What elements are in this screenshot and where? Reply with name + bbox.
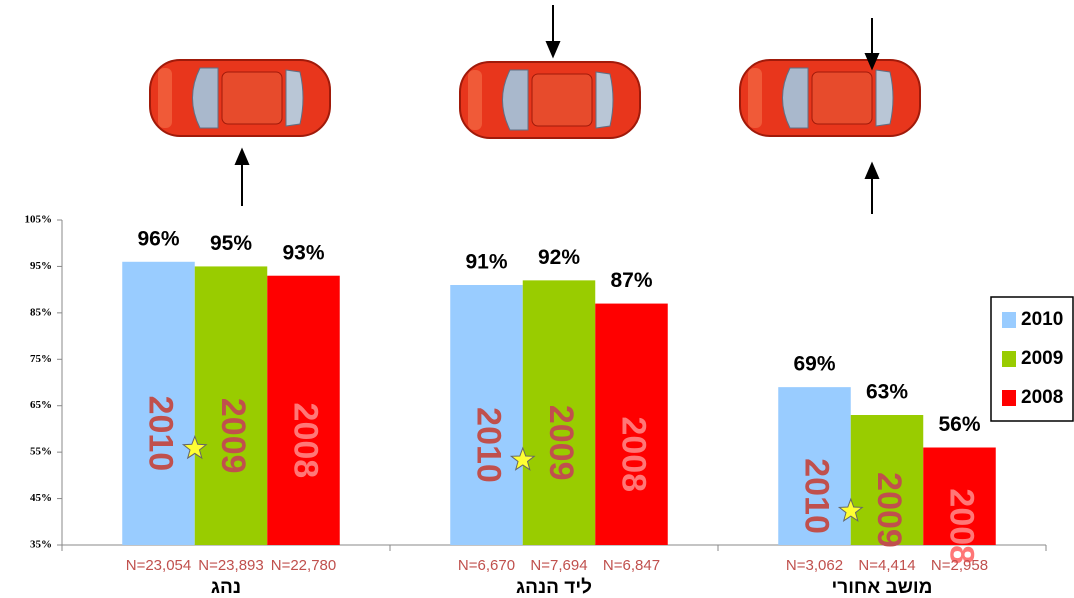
bar-series-label: 2010: [470, 407, 508, 483]
bar: [778, 387, 851, 545]
bar: [122, 261, 195, 545]
x-tick-label: ליד הנהג: [516, 577, 592, 598]
legend-swatch: [1002, 351, 1016, 367]
y-tick-label: 85%: [30, 306, 52, 318]
n-label: N=7,694: [530, 557, 587, 574]
bar-series-label: 2009: [214, 398, 252, 474]
y-tick-label: 45%: [30, 492, 52, 504]
y-tick-label: 65%: [30, 399, 52, 411]
bar: [923, 447, 996, 545]
bar-series-label: 2010: [798, 458, 836, 534]
bar-series-label: 2008: [615, 416, 653, 492]
n-label: N=22,780: [271, 557, 336, 574]
bar: [450, 285, 523, 545]
n-label: N=2,958: [931, 557, 988, 574]
value-label: 87%: [610, 269, 652, 292]
value-label: 92%: [538, 246, 580, 269]
value-label: 56%: [938, 413, 980, 436]
y-tick-label: 105%: [25, 214, 53, 226]
legend-swatch: [1002, 390, 1016, 406]
value-label: 91%: [465, 251, 507, 274]
star: [509, 446, 536, 471]
n-label: N=6,847: [603, 557, 660, 574]
y-tick-label: 95%: [30, 260, 52, 272]
bar-series-label: 2009: [542, 405, 580, 481]
value-label: 95%: [210, 232, 252, 255]
bar: [522, 280, 596, 545]
legend-swatch: [1002, 312, 1016, 328]
y-tick-label: 55%: [30, 446, 52, 458]
bar: [595, 303, 668, 545]
arrows: [234, 5, 880, 214]
star: [837, 497, 864, 522]
legend-label: 2008: [1021, 387, 1063, 408]
value-label: 93%: [282, 241, 324, 264]
y-tick-label: 75%: [30, 353, 52, 365]
x-tick-label: נהג: [211, 577, 241, 598]
legend-label: 2010: [1021, 309, 1063, 330]
y-tick-label: 35%: [30, 539, 52, 551]
bar-series-label: 2008: [287, 403, 325, 479]
bar: [194, 266, 268, 545]
bar: [267, 275, 340, 545]
value-label: 69%: [793, 353, 835, 376]
bar-series-label: 2010: [142, 396, 180, 472]
n-label: N=4,414: [858, 557, 915, 574]
value-label: 63%: [866, 381, 908, 404]
x-tick-label: מושב אחורי: [832, 577, 933, 598]
value-label: 96%: [137, 227, 179, 250]
n-label: N=23,054: [126, 557, 191, 574]
star: [181, 434, 208, 460]
n-label: N=23,893: [198, 557, 263, 574]
n-label: N=6,670: [458, 557, 515, 574]
bar-series-label: 2009: [870, 472, 908, 548]
n-label: N=3,062: [786, 557, 843, 574]
bar: [850, 415, 924, 545]
bar-series-label: 2008: [943, 488, 981, 564]
legend-label: 2009: [1021, 348, 1063, 369]
